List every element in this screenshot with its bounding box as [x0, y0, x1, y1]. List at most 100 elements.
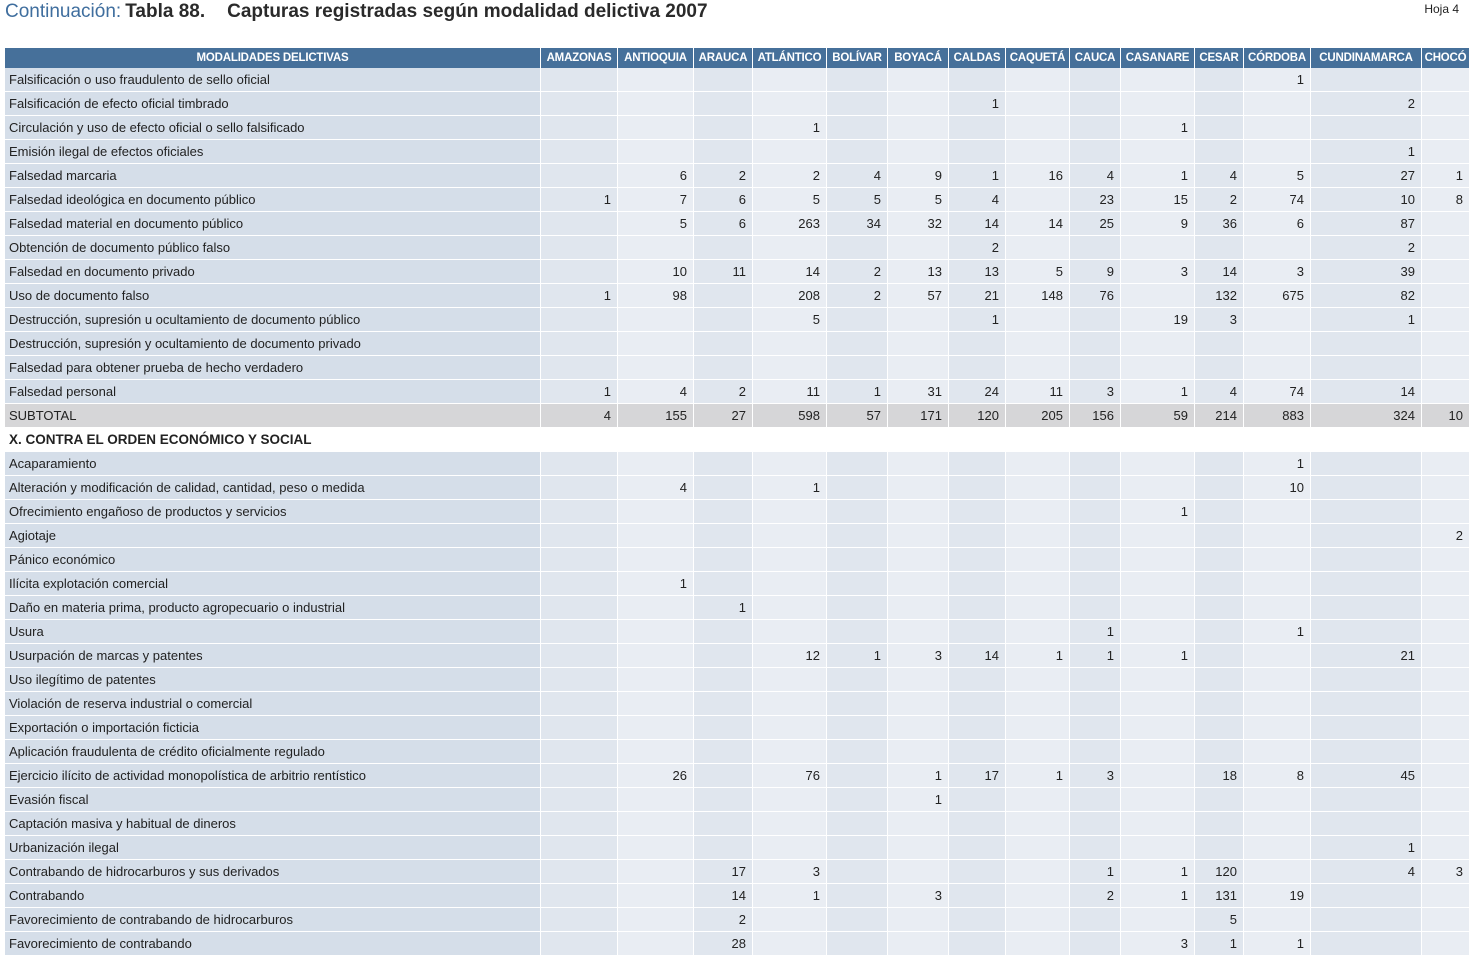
table-row: SUBTOTAL 4 155 27 598 57 171 120 205 156 59 214 883 3… — [5, 404, 1470, 428]
cell — [1006, 884, 1070, 908]
cell — [694, 524, 753, 548]
cell — [694, 452, 753, 476]
cell — [1006, 716, 1070, 740]
table-row: Ofrecimiento engañoso de productos y ser… — [5, 500, 1470, 524]
cell — [1006, 188, 1070, 212]
cell — [949, 500, 1006, 524]
cell — [1311, 476, 1422, 500]
cell — [618, 356, 694, 380]
cell — [1422, 452, 1470, 476]
cell — [1422, 908, 1470, 932]
cell — [1244, 500, 1311, 524]
cell: 675 — [1244, 284, 1311, 308]
row-label: Pánico económico — [5, 548, 541, 572]
cell — [1311, 812, 1422, 836]
table-row: Obtención de documento público falso 2 2 — [5, 236, 1470, 260]
cell — [541, 548, 618, 572]
cell — [694, 716, 753, 740]
cell: 1 — [694, 596, 753, 620]
cell — [1121, 284, 1195, 308]
cell — [1070, 92, 1121, 116]
cell: 1 — [1195, 932, 1244, 956]
cell — [1422, 236, 1470, 260]
cell: 208 — [753, 284, 827, 308]
cell: 14 — [753, 260, 827, 284]
cell — [1422, 884, 1470, 908]
column-header: CASANARE — [1121, 48, 1195, 68]
cell — [1195, 140, 1244, 164]
cell — [1195, 548, 1244, 572]
cell — [1244, 716, 1311, 740]
cell: 13 — [888, 260, 949, 284]
cell — [753, 548, 827, 572]
cell — [1121, 692, 1195, 716]
cell — [1070, 116, 1121, 140]
cell: 4 — [1311, 860, 1422, 884]
cell — [827, 596, 888, 620]
cell — [1006, 332, 1070, 356]
cell: 59 — [1121, 404, 1195, 428]
table-row: Falsedad marcaria 6 2 2 4 9 1 16 4 1 4 5 27 1 — [5, 164, 1470, 188]
cell: 1 — [753, 476, 827, 500]
cell: 5 — [618, 212, 694, 236]
cell — [1070, 596, 1121, 620]
cell — [1195, 572, 1244, 596]
cell: 4 — [541, 404, 618, 428]
cell — [618, 620, 694, 644]
cell — [1422, 212, 1470, 236]
table-row: Acaparamiento 1 — [5, 452, 1470, 476]
cell: 155 — [618, 404, 694, 428]
cell — [1311, 332, 1422, 356]
cell — [827, 716, 888, 740]
cell: 3 — [1070, 380, 1121, 404]
cell: 3 — [1070, 764, 1121, 788]
cell — [1121, 548, 1195, 572]
cell — [888, 860, 949, 884]
cell — [541, 524, 618, 548]
cell — [1311, 500, 1422, 524]
cell — [618, 836, 694, 860]
cell — [888, 692, 949, 716]
cell — [694, 692, 753, 716]
cell: 28 — [694, 932, 753, 956]
cell — [1422, 92, 1470, 116]
cell: 57 — [888, 284, 949, 308]
cell — [1195, 116, 1244, 140]
cell — [541, 764, 618, 788]
cell: 156 — [1070, 404, 1121, 428]
row-label: Ejercicio ilícito de actividad monopolís… — [5, 764, 541, 788]
cell — [1422, 668, 1470, 692]
cell — [827, 884, 888, 908]
cell: 11 — [753, 380, 827, 404]
cell — [888, 332, 949, 356]
cell: 3 — [753, 860, 827, 884]
cell — [949, 860, 1006, 884]
cell — [1422, 692, 1470, 716]
column-header: CESAR — [1195, 48, 1244, 68]
column-header: CÓRDOBA — [1244, 48, 1311, 68]
cell — [1006, 500, 1070, 524]
cell — [618, 644, 694, 668]
cell — [753, 236, 827, 260]
cell — [694, 332, 753, 356]
table-body: Falsificación o uso fraudulento de sello… — [5, 68, 1470, 956]
table-row: Evasión fiscal 1 — [5, 788, 1470, 812]
cell — [949, 524, 1006, 548]
cell: 1 — [541, 380, 618, 404]
cell — [827, 116, 888, 140]
cell — [888, 836, 949, 860]
row-label: Falsedad material en documento público — [5, 212, 541, 236]
cell — [618, 788, 694, 812]
cell: 4 — [827, 164, 888, 188]
cell — [1422, 332, 1470, 356]
cell — [1422, 308, 1470, 332]
cell: 16 — [1006, 164, 1070, 188]
cell — [541, 356, 618, 380]
cell: 18 — [1195, 764, 1244, 788]
cell — [1311, 932, 1422, 956]
cell — [1121, 788, 1195, 812]
row-label: Uso de documento falso — [5, 284, 541, 308]
cell: 2 — [1195, 188, 1244, 212]
cell — [1311, 716, 1422, 740]
table-row: Falsedad en documento privado 10 11 14 2 13 13… — [5, 260, 1470, 284]
